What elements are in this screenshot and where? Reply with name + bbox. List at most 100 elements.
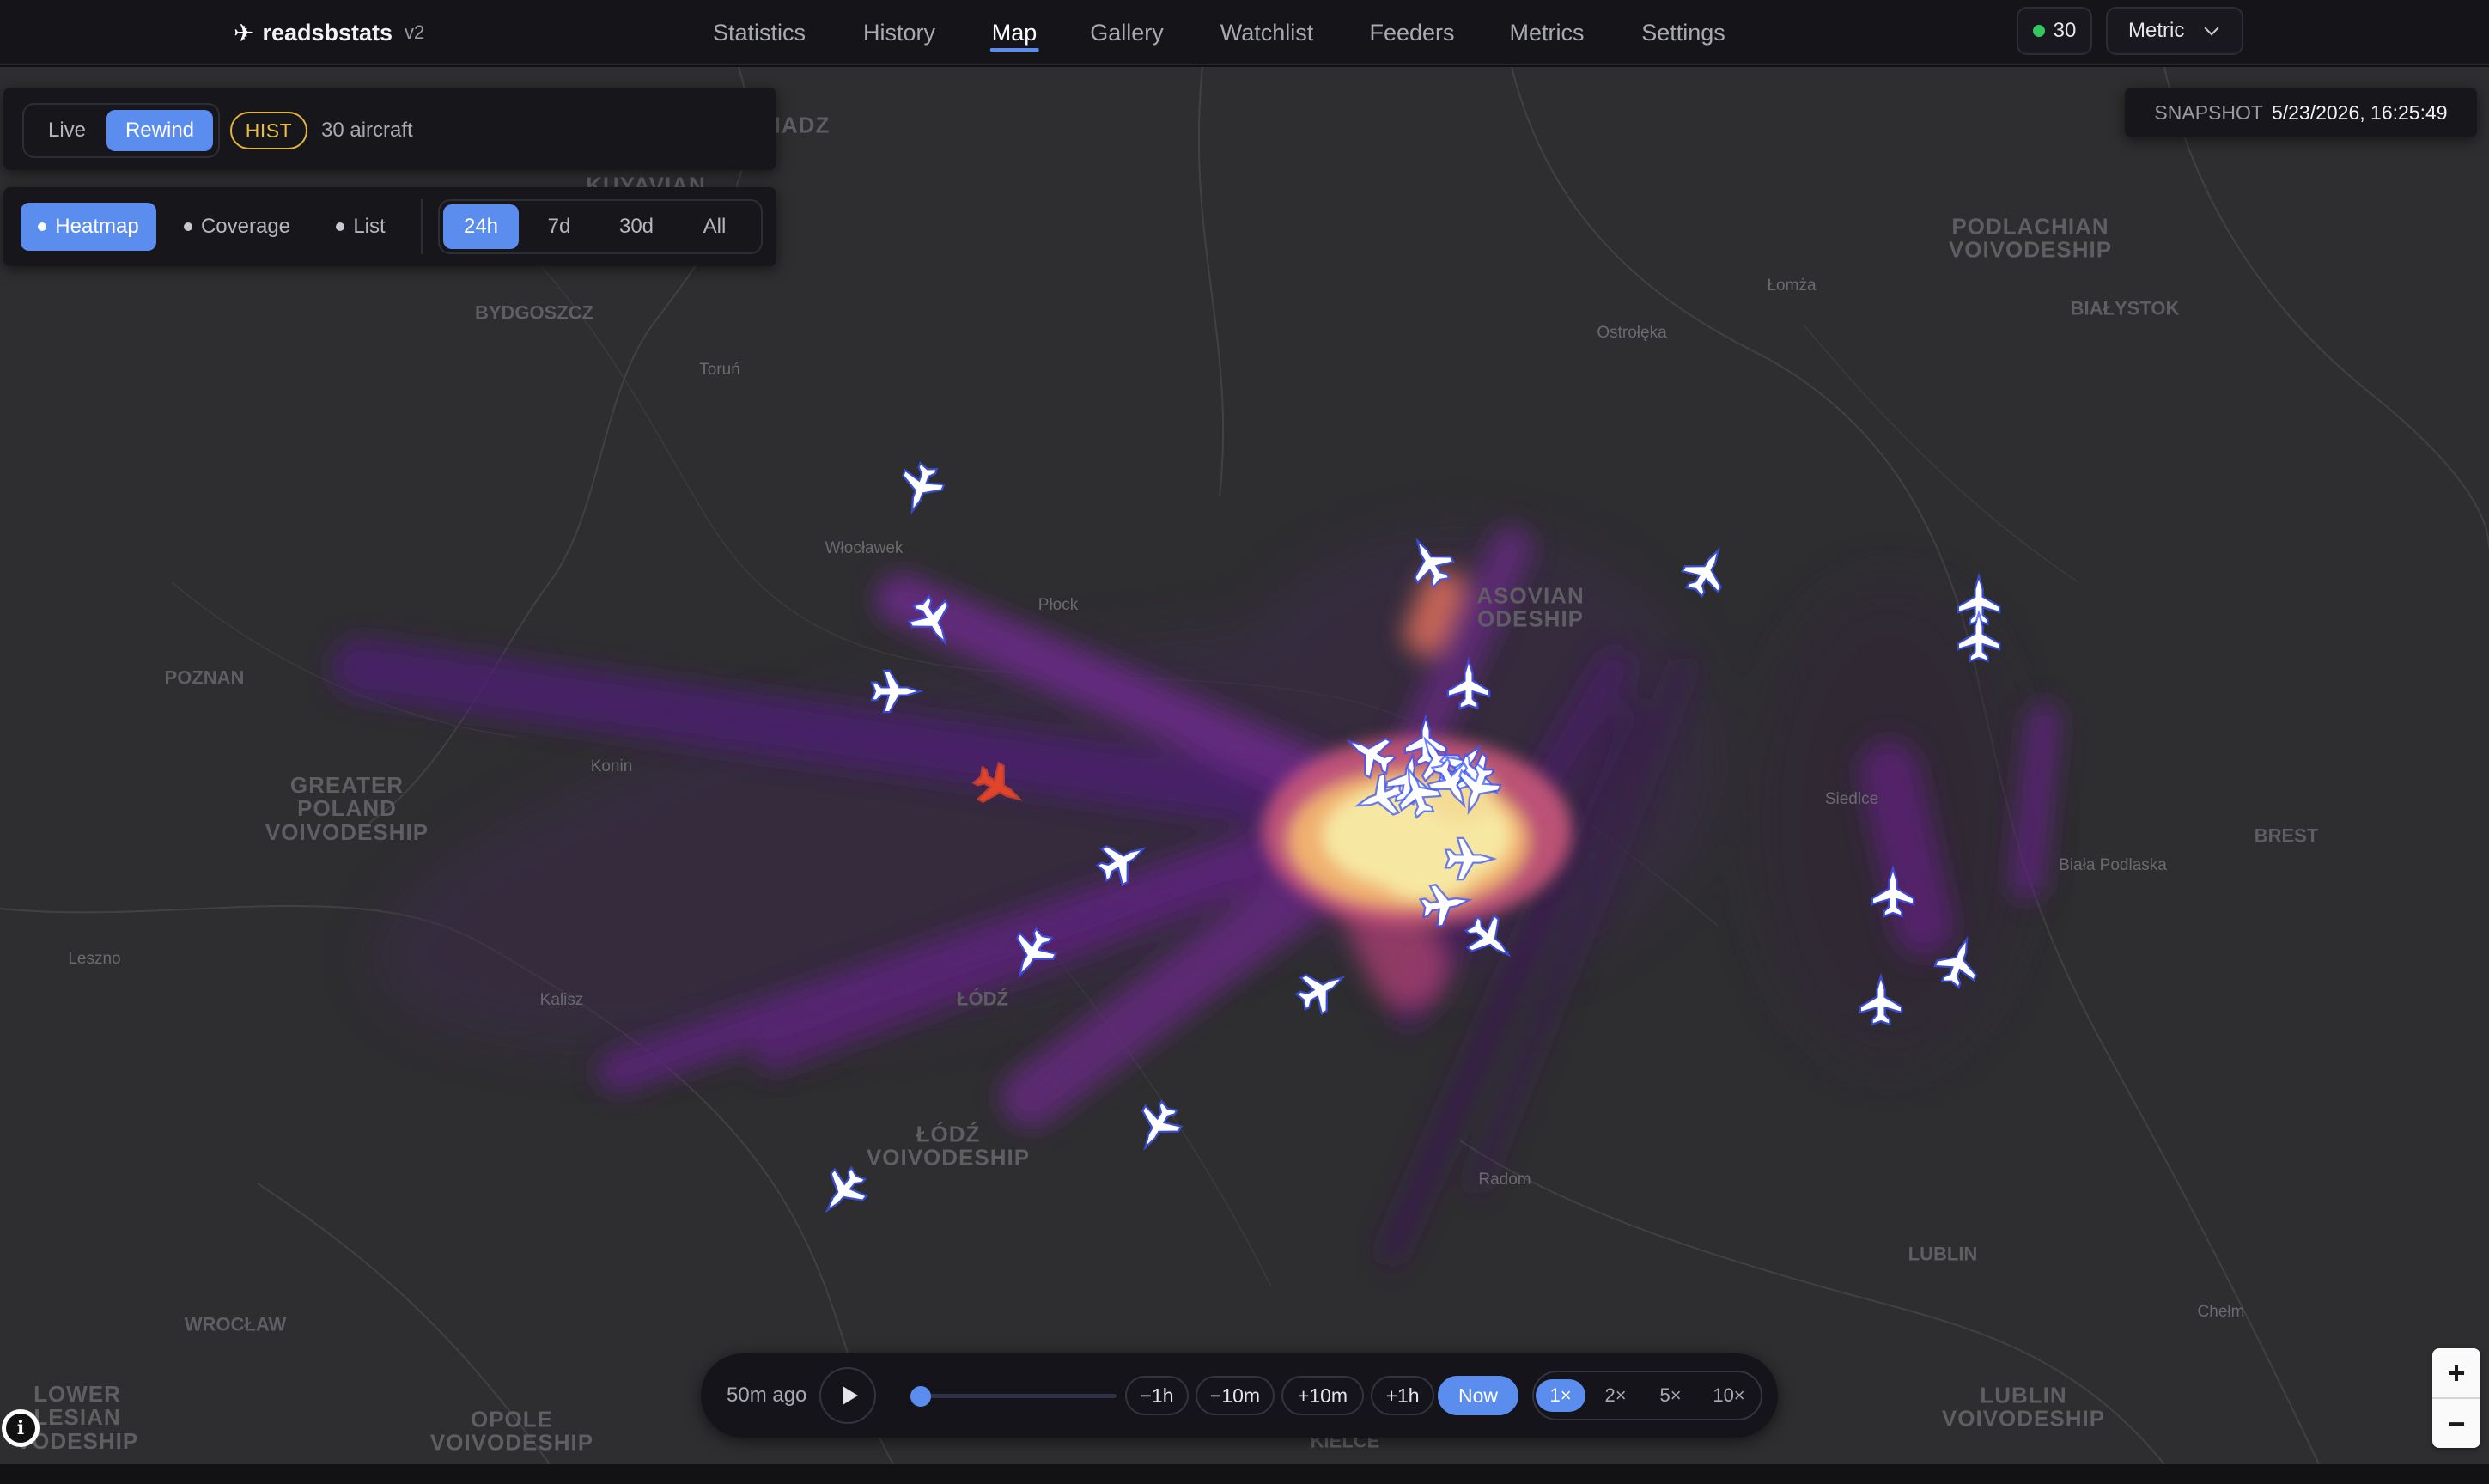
speed-1x-button[interactable]: 1×	[1536, 1379, 1585, 1412]
step-forward-1h-button[interactable]: +1h	[1371, 1376, 1434, 1415]
airplane-body	[1873, 871, 1913, 915]
speed-2x-button[interactable]: 2×	[1604, 1384, 1627, 1406]
airplane-icon[interactable]	[1460, 909, 1518, 968]
airplane-icon[interactable]	[870, 669, 924, 714]
brand-version: v2	[405, 21, 425, 43]
nav-map[interactable]: Map	[989, 0, 1038, 65]
map-label-town: Konin	[590, 757, 633, 776]
airplane-icon[interactable]	[895, 460, 947, 515]
airplane-body	[975, 764, 1017, 801]
nav-metrics[interactable]: Metrics	[1509, 19, 1585, 46]
online-aircraft-count: 30	[2053, 19, 2077, 42]
nav-settings[interactable]: Settings	[1641, 19, 1725, 46]
airplane-body	[1400, 772, 1439, 816]
airplane-body	[904, 465, 943, 508]
nav-feeders[interactable]: Feeders	[1369, 19, 1455, 46]
nav-statistics[interactable]: Statistics	[712, 19, 806, 46]
airplane-icon[interactable]	[1129, 1098, 1185, 1155]
airplane-body	[1936, 942, 1975, 986]
zoom-out-button[interactable]: −	[2447, 1405, 2466, 1441]
map-label-town: Toruń	[699, 361, 740, 380]
airplane-body	[1421, 885, 1466, 926]
play-button[interactable]	[819, 1367, 876, 1424]
step-forward-10m-button[interactable]: +10m	[1281, 1376, 1364, 1415]
step-back-1h-button[interactable]: −1h	[1125, 1376, 1189, 1415]
airplane-icon[interactable]	[1446, 656, 1491, 710]
airplane-icon[interactable]	[1342, 726, 1400, 782]
layer-list-button[interactable]: List	[323, 203, 399, 251]
map-label-region: LUBLIN VOIVODESHIP	[1941, 1382, 2106, 1432]
airplane-body	[1298, 976, 1340, 1013]
attribution-info-button[interactable]: i	[2, 1409, 40, 1447]
info-icon: i	[6, 1414, 35, 1443]
playback-controls: 50m ago −1h −10m +10m +1h Now 1× 2× 5× 1…	[701, 1353, 1778, 1438]
live-button[interactable]: Live	[47, 119, 87, 142]
hist-badge: HIST	[230, 112, 307, 149]
step-back-10m-button[interactable]: −10m	[1196, 1376, 1275, 1415]
nav-gallery[interactable]: Gallery	[1090, 19, 1164, 46]
range-30d-button[interactable]: 30d	[618, 215, 654, 238]
airplane-icon[interactable]	[1871, 864, 1915, 918]
airplane-body	[1446, 839, 1491, 879]
airplane-icon[interactable]	[1354, 771, 1408, 824]
airplane-icon[interactable]	[1391, 765, 1444, 819]
airplane-body	[1959, 579, 1999, 623]
airplane-icon[interactable]	[1093, 833, 1151, 889]
layer-coverage-button[interactable]: Coverage	[172, 203, 302, 251]
nav-history[interactable]: History	[862, 19, 936, 46]
airplane-icon[interactable]	[1677, 544, 1733, 601]
timeline-slider-handle[interactable]	[910, 1386, 931, 1407]
airplane-body	[910, 598, 947, 640]
airplane-body	[1415, 544, 1452, 586]
map-label-region: PODLACHIAN VOIVODESHIP	[1948, 213, 2113, 263]
map-label-city: BYDGOSZCZ	[474, 301, 594, 324]
map-label-city: BIAŁYSTOK	[2070, 297, 2180, 319]
airplane-body	[1143, 1103, 1180, 1145]
map-label-town: Ostrołęka	[1597, 324, 1667, 343]
airplane-icon[interactable]	[1957, 609, 2001, 663]
main-nav: Statistics History Map Gallery Watchlist…	[0, 0, 2489, 65]
map-canvas[interactable]: PODLACHIAN VOIVODESHIP GREATER POLAND VO…	[0, 67, 2489, 1464]
speed-toggle: 1× 2× 5× 10×	[1532, 1371, 1762, 1420]
airplane-logo-icon: ✈	[234, 19, 254, 46]
airplane-icon[interactable]	[814, 1162, 873, 1220]
airplane-icon[interactable]	[1932, 935, 1985, 989]
layer-panel: Heatmap Coverage List 24h 7d 30d All	[3, 187, 776, 266]
range-7d-button[interactable]: 7d	[547, 215, 571, 238]
zoom-in-button[interactable]: +	[2447, 1354, 2466, 1390]
airplane-icon[interactable]	[1423, 755, 1479, 812]
airplane-body	[1861, 979, 1901, 1024]
airplane-body	[1098, 847, 1141, 884]
range-all-button[interactable]: All	[703, 215, 727, 238]
map-label-town: Radom	[1478, 1171, 1531, 1189]
divider	[421, 199, 423, 254]
layer-heatmap-button[interactable]: Heatmap	[21, 203, 156, 251]
speed-5x-button[interactable]: 5×	[1659, 1384, 1682, 1406]
layer-coverage-label: Coverage	[200, 215, 291, 238]
airplane-icon[interactable]	[1402, 534, 1457, 592]
airplane-icon[interactable]	[1859, 972, 1903, 1026]
map-label-town: Kalisz	[539, 991, 584, 1010]
speed-10x-button[interactable]: 10×	[1713, 1384, 1745, 1406]
zoom-control: + −	[2432, 1348, 2480, 1448]
airplane-icon[interactable]	[1444, 836, 1498, 881]
airplane-icon[interactable]	[1293, 962, 1350, 1018]
nav-watchlist[interactable]: Watchlist	[1220, 19, 1314, 46]
timeline-slider[interactable]	[910, 1394, 1117, 1398]
map-label-city: POZNAN	[164, 666, 245, 689]
map-label-town: Włocławek	[825, 539, 904, 558]
now-button[interactable]: Now	[1438, 1376, 1518, 1415]
airplane-icon[interactable]	[904, 593, 960, 650]
online-aircraft-chip[interactable]: 30	[2017, 7, 2092, 55]
airplane-icon[interactable]	[1418, 881, 1473, 928]
airplane-icon[interactable]	[1451, 761, 1504, 816]
map-label-town: Łomża	[1767, 277, 1817, 295]
units-select[interactable]: Metric	[2106, 7, 2243, 55]
range-24h-button[interactable]: 24h	[443, 204, 519, 249]
status-dot-icon	[2032, 25, 2045, 37]
airplane-icon[interactable]	[1004, 925, 1060, 982]
map-label-city: BREST	[2254, 824, 2319, 847]
brand[interactable]: ✈ readsbstats v2	[234, 0, 424, 65]
airplane-icon[interactable]	[970, 758, 1027, 814]
rewind-button[interactable]: Rewind	[106, 110, 213, 151]
